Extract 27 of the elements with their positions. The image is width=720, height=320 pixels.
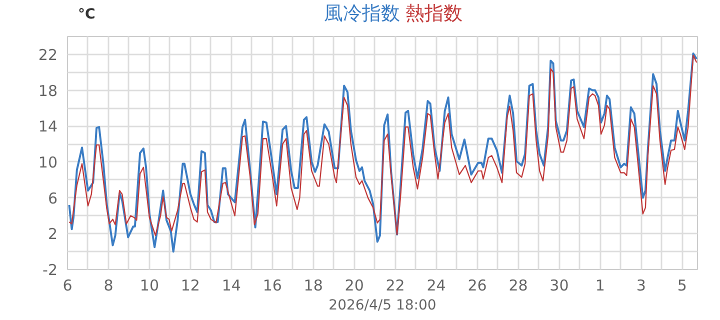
x-tick-label: 6 — [62, 276, 72, 294]
y-tick-label: -2 — [42, 261, 58, 279]
x-tick-label: 22 — [386, 276, 405, 294]
y-tick-label: 18 — [38, 82, 58, 100]
x-axis-title: 2026/4/5 18:00 — [328, 298, 436, 314]
x-tick-label: 12 — [180, 276, 200, 294]
text: 風冷指数 — [324, 2, 400, 24]
x-tick-label: 24 — [426, 276, 446, 294]
y-tick-label: 14 — [38, 118, 58, 136]
x-tick-label: 3 — [636, 276, 646, 294]
y-tick-label: 22 — [38, 46, 58, 64]
x-tick-label: 14 — [222, 276, 241, 294]
x-tick-label: 20 — [344, 276, 364, 294]
x-tick-label: 1 — [595, 276, 605, 294]
x-tick-label: 26 — [468, 276, 487, 294]
x-tick-label: 28 — [508, 276, 528, 294]
x-tick-label: 16 — [262, 276, 282, 294]
y-tick-label: 2 — [48, 225, 58, 244]
x-tick-label: 10 — [140, 276, 159, 294]
text: 熱指数 — [405, 2, 462, 24]
x-tick-label: 5 — [677, 276, 687, 294]
y-tick-label: 6 — [48, 189, 58, 208]
x-tick-label: 30 — [550, 276, 569, 294]
x-tick-label: 18 — [304, 276, 323, 294]
x-tick-label: 8 — [104, 276, 114, 294]
y-tick-label: 10 — [38, 153, 58, 172]
y-axis-title: °C — [78, 6, 96, 22]
